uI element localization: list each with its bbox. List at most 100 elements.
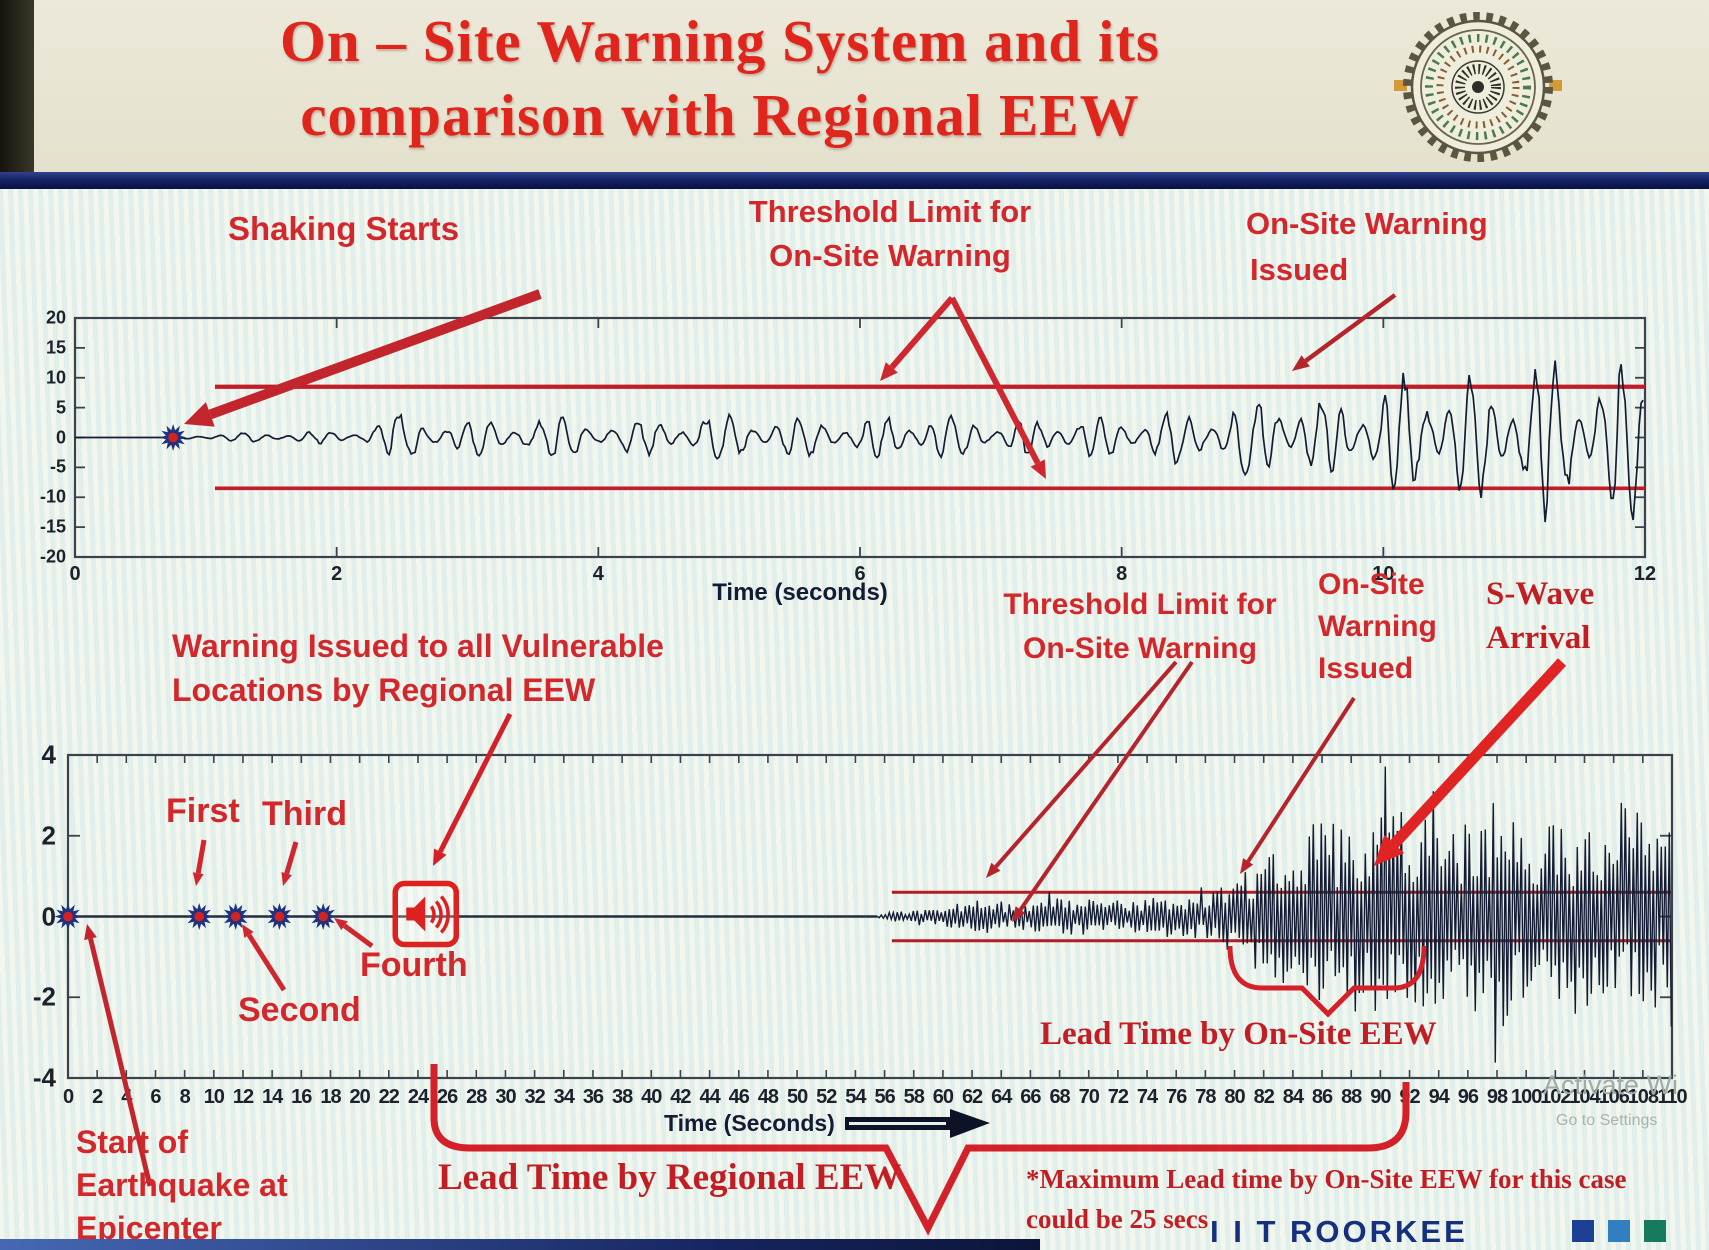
annotation-onsite-warning-issued-top-line2: Issued (1250, 252, 1349, 287)
tick-label: 18 (320, 1086, 341, 1108)
tick-label: 26 (437, 1086, 458, 1108)
p-wave-detection-marker-1-center (194, 911, 205, 922)
tick-label: 28 (466, 1086, 487, 1108)
tick-label: 64 (991, 1086, 1012, 1108)
tick-label: 36 (582, 1086, 604, 1108)
tick-label: 6 (150, 1086, 161, 1108)
lead-time-regional-brace (430, 1064, 1410, 1236)
threshold-top-right-arrow-head (1030, 459, 1046, 479)
tick-label: 8 (179, 1086, 191, 1108)
annotation-threshold-limit-bottom-line1: Threshold Limit for (1003, 588, 1277, 621)
tick-label: 48 (757, 1086, 779, 1108)
first-arrow-head (192, 872, 204, 886)
title-line-1: On – Site Warning System and its (279, 8, 1160, 74)
threshold-bottom-right-arrow-head (1012, 906, 1026, 922)
tick-label: 44 (699, 1086, 720, 1108)
label-p-wave-fourth: Fourth (360, 946, 468, 984)
regional-warning-connector-arrow-shaft (438, 712, 513, 853)
threshold-top-left-arrow-shaft (889, 296, 955, 370)
tick-label: 52 (816, 1086, 837, 1108)
annotation-max-lead-note-line2: could be 25 secs (1026, 1204, 1209, 1234)
onsite-warning-top-arrow-head (1292, 355, 1310, 371)
tick-label: 72 (1107, 1086, 1129, 1108)
tick-label: 108 (1627, 1086, 1659, 1108)
threshold-top-right-arrow-shaft (949, 296, 1041, 465)
tick-label: 106 (1598, 1086, 1629, 1108)
iit-roorkee-wordmark: I I T ROORKEE (1210, 1214, 1468, 1249)
tick-label: 38 (611, 1086, 633, 1108)
tick-label: 84 (1282, 1086, 1304, 1108)
tick-label: 88 (1341, 1086, 1362, 1108)
annotation-onsite-issued-bottom-line3: Issued (1318, 652, 1414, 685)
tick-label: 110 (1657, 1086, 1687, 1108)
bottom-chart-x-axis-label: Time (Seconds) (664, 1110, 835, 1136)
brand-square-1 (1572, 1220, 1594, 1242)
tick-label: -2 (32, 981, 56, 1012)
tick-label: 58 (903, 1086, 925, 1108)
tick-label: 42 (670, 1086, 691, 1108)
tick-label: 20 (349, 1086, 371, 1108)
slide-body-background (0, 189, 1709, 1250)
lead-time-onsite-brace (1227, 945, 1427, 1018)
tick-label: 0 (41, 901, 56, 931)
tick-label: 40 (641, 1086, 662, 1108)
tick-label: 56 (874, 1086, 895, 1108)
annotation-onsite-issued-bottom-line1: On-Site (1318, 568, 1425, 601)
tick-label: 50 (786, 1086, 808, 1108)
tick-label: 68 (1049, 1086, 1070, 1108)
tick-label: 62 (961, 1086, 983, 1108)
tick-label: -20 (39, 546, 66, 567)
first-arrow-shaft (195, 839, 207, 874)
tick-label: 0 (62, 1086, 74, 1108)
p-wave-detection-marker-3-center (274, 911, 285, 922)
tick-label: 102 (1540, 1086, 1571, 1108)
tick-label: 0 (69, 563, 81, 585)
tick-label: 2 (331, 563, 343, 585)
third-arrow-head (281, 871, 292, 886)
onsite-warning-bottom-arrow-head (1240, 858, 1254, 874)
tick-label: 15 (45, 337, 66, 358)
regional-warning-connector-arrow-head (433, 848, 447, 866)
epicenter-arrow-shaft (88, 937, 153, 1187)
annotation-max-lead-note-line1: *Maximum Lead time by On-Site EEW for th… (1026, 1164, 1627, 1194)
tick-label: -4 (32, 1062, 56, 1093)
tick-label: 100 (1510, 1086, 1542, 1108)
header-divider-bar (0, 172, 1709, 189)
tick-label: 32 (524, 1086, 545, 1108)
tick-label: 10 (1372, 563, 1395, 585)
shaking-starts-marker-center (168, 432, 178, 443)
tick-label: 24 (407, 1086, 429, 1108)
tick-label: 12 (1633, 563, 1657, 585)
tick-label: 60 (932, 1086, 954, 1108)
onsite-warning-bottom-arrow-shaft (1246, 696, 1356, 863)
annotation-epicenter-line2: Earthquake at (76, 1167, 288, 1203)
tick-label: 2 (92, 1086, 103, 1108)
slide-title: On – Site Warning System and its compari… (60, 4, 1380, 152)
tick-label: 22 (378, 1086, 400, 1108)
tick-label: 8 (1116, 563, 1128, 585)
s-wave-arrival-arrow-head (1374, 834, 1405, 866)
tick-label: 98 (1486, 1086, 1508, 1108)
threshold-bottom-left-arrow-head (986, 862, 1001, 878)
tick-label: 82 (1253, 1086, 1275, 1108)
annotation-onsite-warning-issued-top-line1: On-Site Warning (1246, 206, 1488, 241)
threshold-bottom-right-arrow-shaft (1018, 660, 1194, 911)
windows-activate-watermark: Activate Wi (1543, 1070, 1679, 1100)
s-wave-arrival-arrow-shaft (1390, 658, 1567, 848)
tick-label: 94 (1428, 1086, 1450, 1108)
tick-label: 54 (845, 1086, 866, 1108)
annotation-s-wave-arrival-line1: S-Wave (1486, 576, 1595, 612)
tick-label: 10 (45, 367, 66, 388)
tick-label: 4 (41, 739, 56, 770)
tick-label: 74 (1136, 1086, 1158, 1108)
annotation-lead-time-onsite: Lead Time by On-Site EEW (1040, 1016, 1437, 1052)
tick-label: 5 (55, 397, 66, 418)
tick-label: 14 (262, 1086, 283, 1108)
slide-header: On – Site Warning System and its compari… (0, 0, 1709, 172)
annotation-threshold-limit-bottom-line2: On-Site Warning (1023, 632, 1257, 665)
windows-settings-watermark: Go to Settings (1556, 1112, 1658, 1129)
tick-label: 78 (1195, 1086, 1216, 1108)
brand-square-3 (1644, 1220, 1666, 1242)
